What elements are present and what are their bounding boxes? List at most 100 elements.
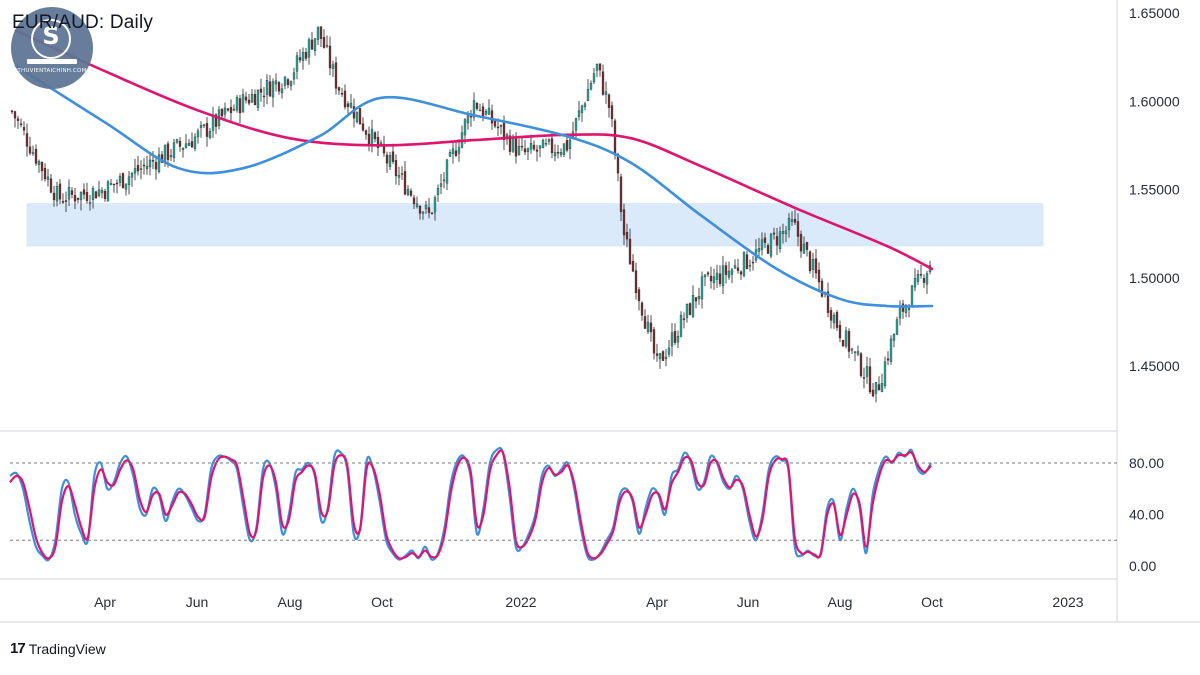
candle-body (835, 312, 839, 328)
time-tick-label: 2022 (505, 594, 536, 610)
candle-body (82, 189, 86, 195)
candle-body (910, 285, 914, 307)
candle-body (742, 252, 746, 276)
candle-body (391, 151, 395, 162)
candle-body (844, 330, 848, 347)
candle-body (745, 254, 749, 269)
price-tick-label: 1.55000 (1129, 182, 1180, 198)
candle-body (76, 197, 80, 200)
candle-body (484, 111, 488, 115)
candle-body (715, 272, 719, 280)
candle-body (283, 76, 287, 86)
candle-body (697, 296, 701, 300)
candle-body (661, 351, 665, 361)
candle-body (787, 218, 791, 231)
candle-body (748, 265, 752, 267)
stoch-tick-label: 0.00 (1129, 558, 1156, 574)
candle-body (508, 135, 512, 152)
candle-body (280, 88, 284, 94)
price-tick-label: 1.50000 (1129, 270, 1180, 286)
candle-body (223, 107, 227, 115)
time-tick-label: Jun (186, 594, 209, 610)
candle-body (856, 351, 860, 355)
candle-body (499, 125, 503, 127)
candle-body (760, 239, 764, 250)
candle-body (658, 353, 662, 360)
candle-body (721, 265, 725, 287)
logo-ring-icon (31, 19, 71, 59)
candle-body (850, 348, 854, 351)
candle-body (355, 111, 359, 122)
candle-body (181, 147, 185, 150)
candle-body (577, 110, 581, 117)
candle-body (757, 248, 761, 252)
candle-body (175, 139, 179, 143)
candle-body (103, 191, 107, 199)
candle-body (841, 340, 845, 347)
candle-body (25, 133, 29, 147)
candle-body (514, 138, 518, 157)
candle-body (682, 318, 686, 320)
candle-body (517, 146, 521, 155)
candle-body (568, 139, 572, 149)
stochastic-panel (9, 446, 932, 562)
tradingview-brand[interactable]: 17 TradingView (10, 640, 106, 657)
candle-body (70, 190, 74, 195)
candle-body (574, 118, 578, 131)
candle-body (373, 132, 377, 140)
candle-body (388, 155, 392, 167)
candle-body (367, 133, 371, 145)
candle-body (805, 242, 809, 250)
candle-body (727, 270, 731, 278)
time-tick-label: Oct (921, 594, 943, 610)
candle-body (316, 26, 320, 40)
support-zone-rect (26, 203, 1044, 247)
candle-body (607, 94, 611, 108)
candle-body (49, 178, 53, 193)
candle-body (277, 82, 281, 92)
time-tick-label: Jun (737, 594, 760, 610)
candle-body (100, 190, 104, 194)
candle-body (880, 383, 884, 393)
candle-body (361, 123, 365, 131)
candle-body (685, 304, 689, 318)
candle-body (688, 303, 692, 315)
candle-body (700, 276, 704, 300)
logo-letter: S (42, 22, 60, 50)
candle-body (202, 124, 206, 127)
candle-body (115, 182, 119, 185)
time-tick-label: 2023 (1052, 594, 1083, 610)
candle-body (664, 356, 668, 359)
candle-body (919, 274, 923, 276)
stochastic-d-line (9, 449, 932, 560)
candle-body (547, 139, 551, 142)
chart-axes: 1.65000 1.60000 1.55000 1.50000 1.45000 80.00… (0, 0, 1200, 623)
candle-body (136, 165, 140, 172)
candle-body (703, 274, 707, 278)
candle-body (892, 333, 896, 341)
moving-average-fast-line (14, 64, 934, 308)
candle-body (874, 382, 878, 394)
candle-body (784, 230, 788, 235)
candle-body (58, 183, 62, 200)
price-candles (10, 26, 932, 403)
candle-body (637, 289, 641, 302)
candle-body (811, 259, 815, 270)
candle-body (184, 143, 188, 148)
candle-body (472, 100, 476, 118)
candle-body (565, 140, 569, 151)
candle-body (190, 141, 194, 148)
logo-text: THUVIENTAICHINH.COM (17, 68, 87, 74)
candle-body (622, 209, 626, 236)
candle-body (853, 351, 857, 353)
candle-body (529, 143, 533, 150)
candle-body (67, 187, 71, 200)
candle-body (196, 130, 200, 138)
watermark-logo: S THUVIENTAICHINH.COM (11, 7, 93, 89)
candle-body (496, 126, 500, 129)
candle-body (829, 310, 833, 321)
candle-body (442, 179, 446, 182)
candle-body (862, 377, 866, 379)
candle-body (490, 110, 494, 124)
candle-body (865, 366, 869, 377)
